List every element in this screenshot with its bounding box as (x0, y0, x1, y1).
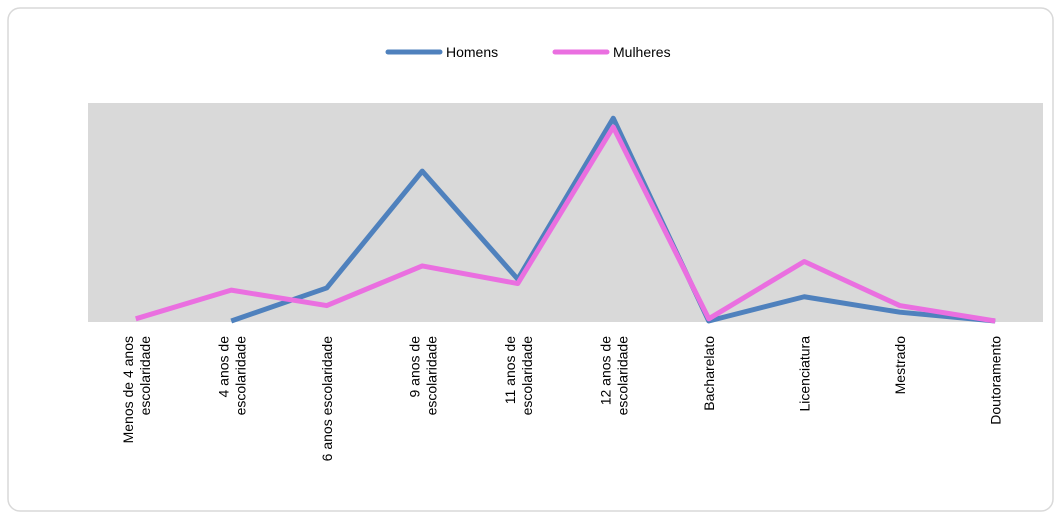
x-tick-label-line: escolaridade (232, 336, 248, 416)
series-line (135, 124, 996, 324)
x-tick-label-line: 9 anos de (406, 336, 422, 398)
x-tick-label: 11 anos deescolaridade (502, 336, 535, 416)
x-tick-label: Licenciatura (796, 336, 812, 412)
x-tick-label-line: escolaridade (423, 336, 439, 416)
x-tick-label-line: 12 anos de (597, 336, 613, 405)
x-tick-label-line: 11 anos de (502, 336, 518, 404)
x-tick-label-line: Mestrado (892, 336, 908, 395)
x-tick-label: Doutoramento (987, 336, 1003, 425)
x-tick-label: Mestrado (892, 336, 908, 395)
x-tick-label-line: Doutoramento (987, 336, 1003, 425)
x-tick-label-line: escolaridade (137, 336, 153, 416)
x-tick-label-line: Bacharelato (701, 336, 717, 411)
x-tick-label-line: Licenciatura (796, 336, 812, 412)
x-tick-label-line: 4 anos de (215, 336, 231, 398)
x-tick-label-line: Menos de 4 anos (120, 336, 136, 443)
plot-area (88, 103, 1043, 322)
x-tick-label-line: 6 anos escolaridade (319, 336, 335, 462)
x-tick-label-line: escolaridade (614, 336, 630, 416)
legend-label: Homens (446, 44, 498, 60)
x-tick-label: 6 anos escolaridade (319, 336, 335, 462)
x-tick-label-line: escolaridade (519, 336, 535, 416)
x-tick-label: Bacharelato (701, 336, 717, 411)
legend-label: Mulheres (613, 44, 671, 60)
x-tick-label: 12 anos deescolaridade (597, 336, 630, 416)
x-tick-label: 4 anos deescolaridade (215, 336, 248, 416)
x-tick-label: Menos de 4 anosescolaridade (120, 336, 153, 444)
x-tick-label: 9 anos deescolaridade (406, 336, 439, 416)
series-line (230, 115, 996, 324)
